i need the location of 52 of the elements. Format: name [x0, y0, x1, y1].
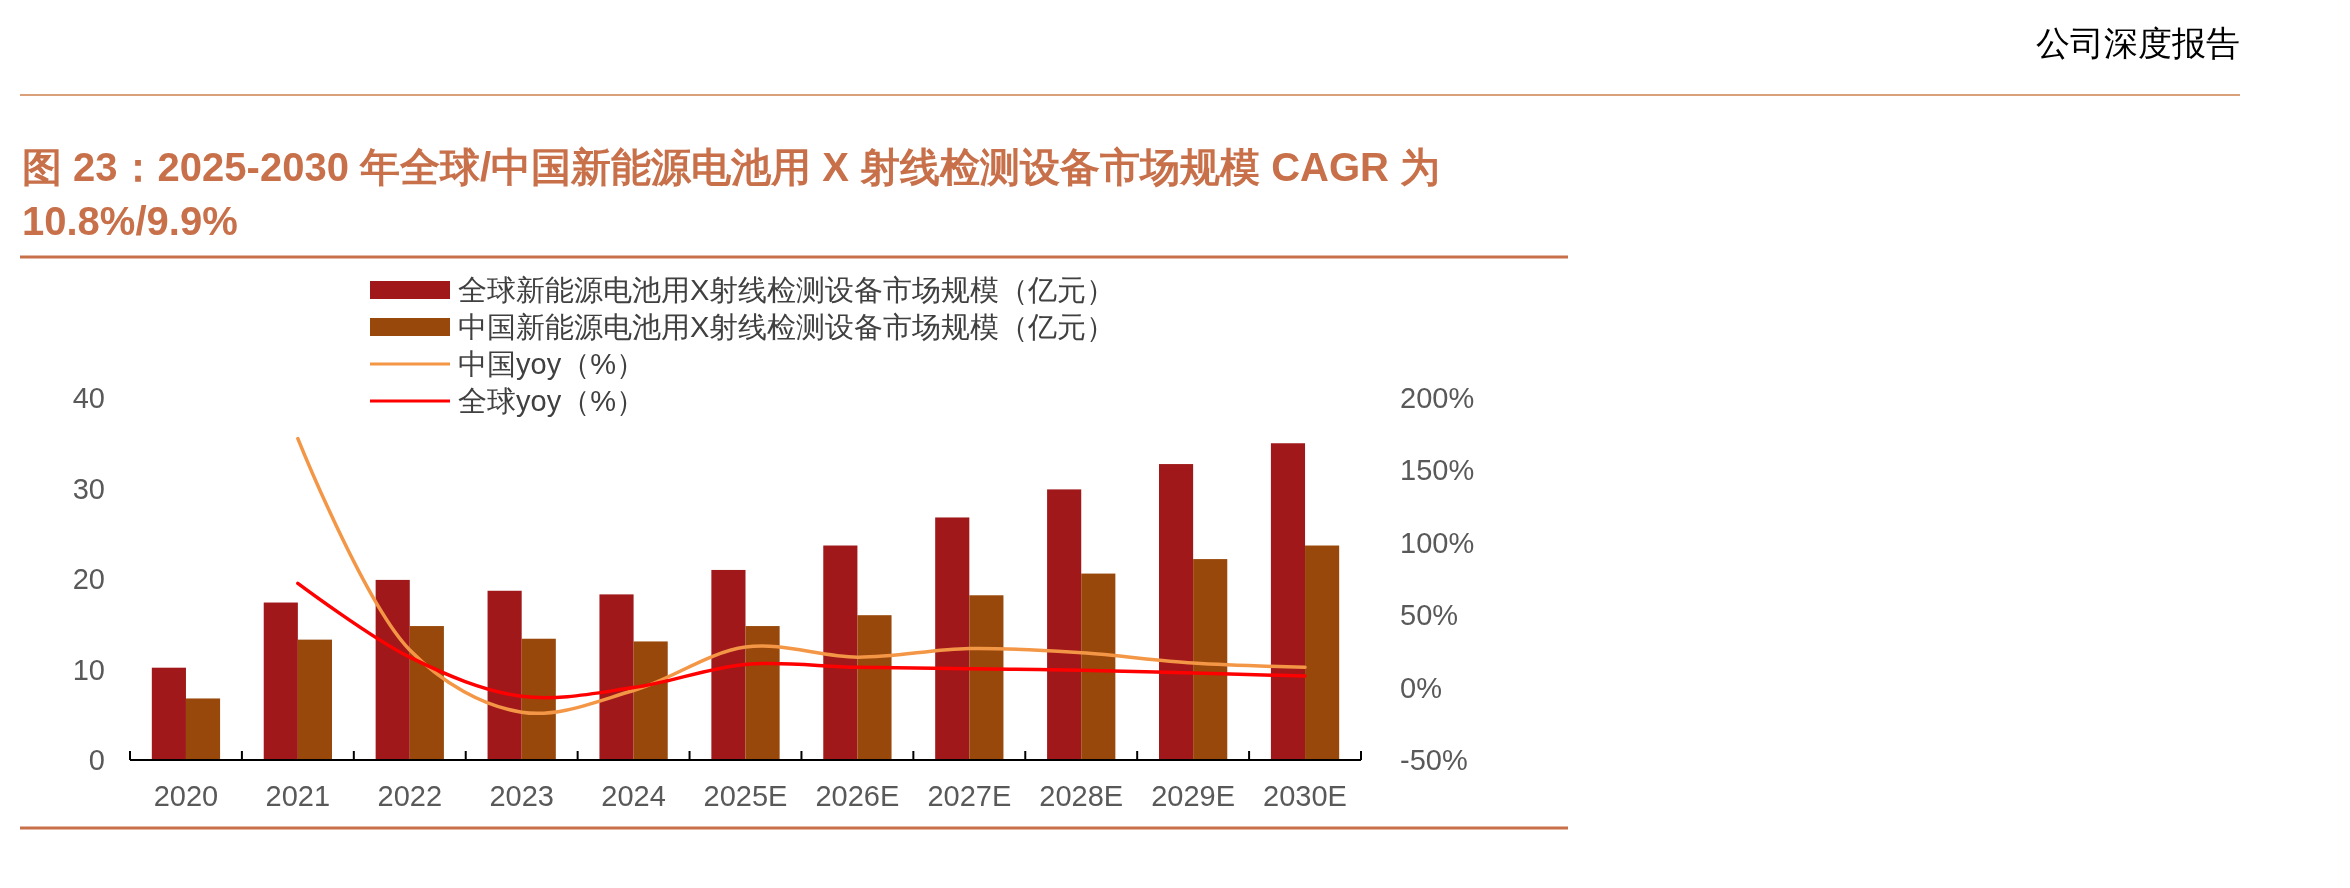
chart-title: 图 23：2025-2030 年全球/中国新能源电池用 X 射线检测设备市场规模 CAGR 为 10.8%/9.9%: [22, 144, 1442, 245]
bar: [969, 595, 1004, 760]
y2-tick-label: 150%: [1400, 454, 1475, 487]
x-tick-label: 2030E: [1263, 780, 1347, 812]
bar: [151, 667, 186, 760]
line-series: [296, 581, 1307, 700]
bar: [935, 517, 970, 760]
x-tick-label: 2028E: [1039, 780, 1124, 812]
bar: [745, 626, 780, 760]
bar: [487, 590, 522, 760]
y2-tick-label: 0%: [1400, 671, 1442, 704]
x-tick-label: 2027E: [927, 780, 1012, 812]
x-tick-label: 2023: [489, 780, 554, 812]
y2-tick-label: -50%: [1400, 744, 1468, 776]
x-tick-label: 2025E: [703, 780, 788, 812]
bar: [409, 626, 444, 760]
x-tick-label: 2022: [377, 780, 443, 812]
bar: [857, 615, 892, 760]
bar: [297, 639, 332, 760]
bar: [185, 698, 221, 760]
bar: [375, 579, 410, 760]
text: 公司深度报告: [2036, 24, 2240, 62]
bar: [823, 545, 858, 760]
legend-label: 中国新能源电池用X射线检测设备市场规模（亿元）: [458, 311, 1116, 343]
y-tick-label: 20: [72, 563, 105, 595]
bar: [599, 594, 634, 760]
y2-tick-label: 100%: [1400, 526, 1475, 559]
x-tick-label: 2020: [153, 780, 219, 812]
x-tick-label: 2021: [265, 780, 331, 812]
y-tick-label: 0: [88, 744, 105, 776]
x-tick-label: 2029E: [1151, 780, 1236, 812]
bar: [1047, 489, 1082, 760]
line-series: [296, 436, 1307, 715]
x-tick-label: 2024: [601, 780, 666, 812]
bar: [633, 641, 668, 760]
legend-label: 全球新能源电池用X射线检测设备市场规模（亿元）: [458, 274, 1116, 306]
bar: [1193, 559, 1228, 760]
y2-tick-label: 50%: [1400, 599, 1459, 632]
bar: [1081, 573, 1116, 760]
bar: [1270, 443, 1306, 760]
bar: [1159, 464, 1194, 760]
y-tick-label: 10: [72, 653, 105, 686]
bar: [711, 569, 746, 760]
legend-label: 全球yoy（%）: [458, 385, 645, 417]
legend-label: 中国yoy（%）: [458, 348, 645, 380]
x-tick-label: 2026E: [815, 780, 900, 812]
bar: [263, 602, 298, 760]
bar: [1305, 545, 1340, 760]
y-tick-label: 30: [72, 472, 105, 505]
y-tick-label: 40: [72, 382, 105, 414]
bar: [521, 638, 556, 760]
y2-tick-label: 200%: [1400, 382, 1475, 414]
